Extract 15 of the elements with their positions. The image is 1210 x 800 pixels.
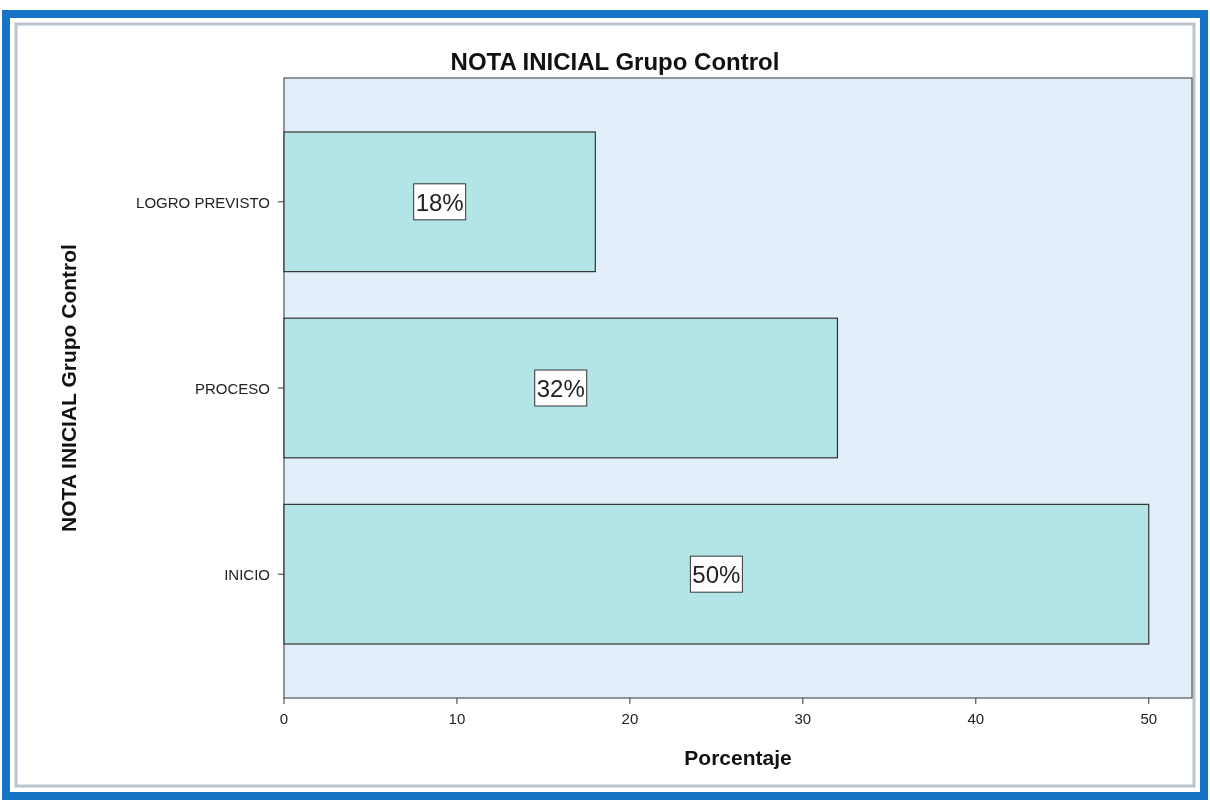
- data-label: 18%: [415, 188, 464, 216]
- y-tick-label: PROCESO: [194, 380, 270, 397]
- y-tick-label: INICIO: [224, 566, 270, 584]
- data-label: 50%: [692, 561, 741, 589]
- chart-title: NOTA INICIAL Grupo Control: [450, 48, 780, 75]
- x-tick-label: 20: [621, 710, 639, 727]
- x-tick-label: 40: [967, 710, 985, 727]
- x-tick-label: 50: [1140, 710, 1158, 727]
- x-tick-label: 30: [794, 710, 812, 727]
- x-axis-title: Porcentaje: [684, 746, 792, 769]
- y-axis-title: NOTA INICIAL Grupo Control: [57, 244, 80, 532]
- y-tick-label: LOGRO PREVISTO: [136, 193, 270, 211]
- x-tick-label: 10: [448, 710, 466, 727]
- x-tick-label: 0: [279, 710, 289, 727]
- data-label: 32%: [536, 375, 585, 402]
